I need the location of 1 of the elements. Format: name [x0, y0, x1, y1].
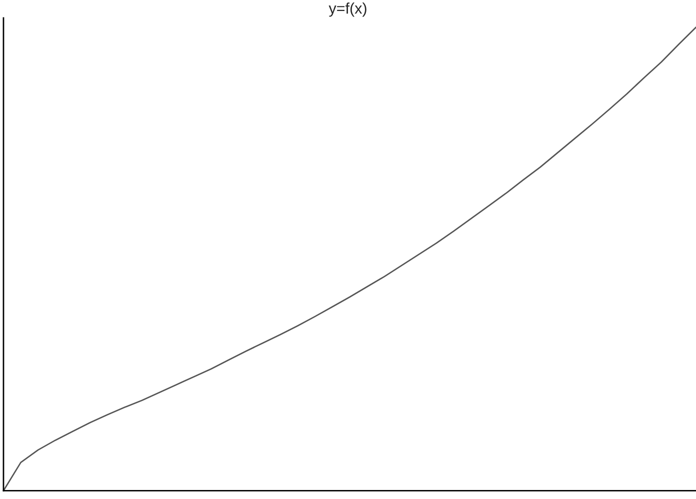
chart-title: y=f(x): [328, 2, 366, 17]
